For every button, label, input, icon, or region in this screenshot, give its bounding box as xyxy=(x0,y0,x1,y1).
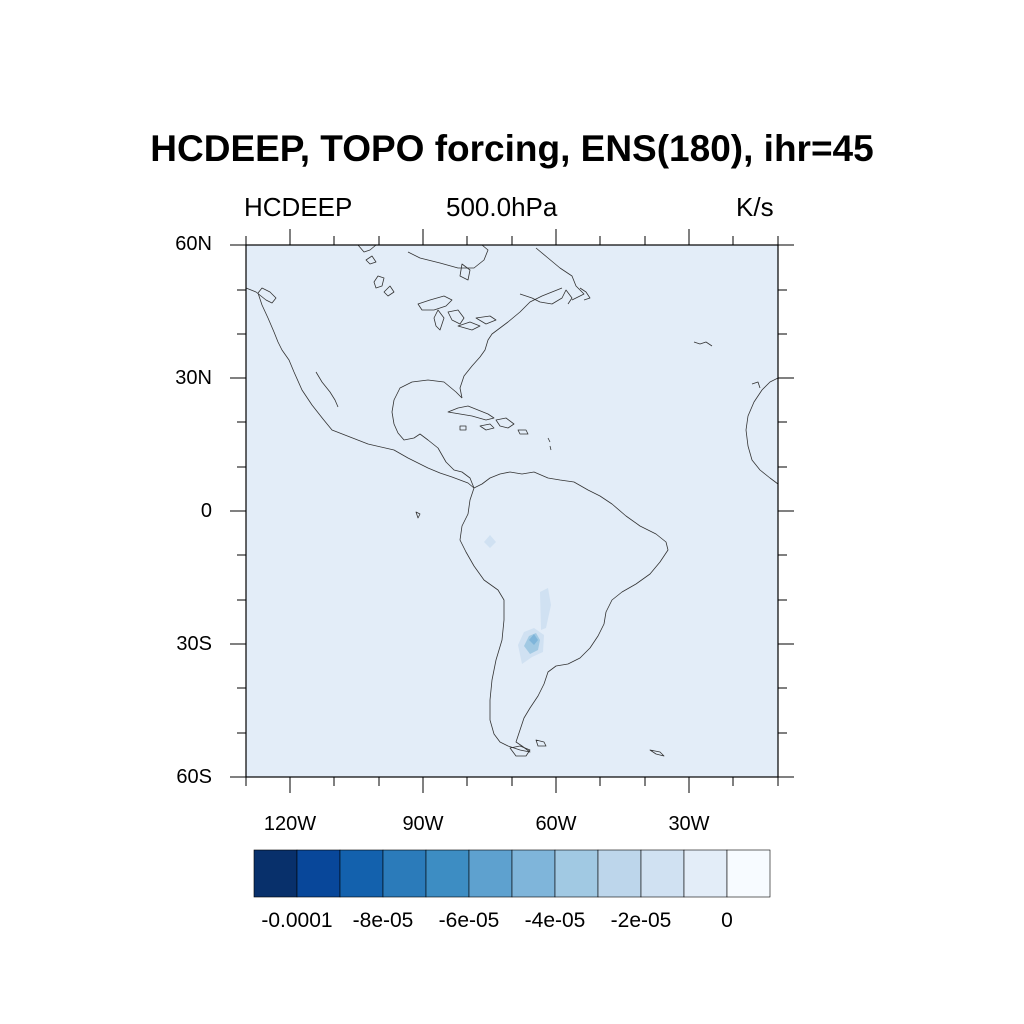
lon-label-90w: 90W xyxy=(402,813,444,835)
colorbar-box xyxy=(554,849,599,898)
contour-shading xyxy=(484,535,551,664)
colorbar-label: -6e-05 xyxy=(438,909,500,932)
colorbar-label: -4e-05 xyxy=(524,909,586,932)
plot-title: HCDEEP, TOPO forcing, ENS(180), ihr=45 xyxy=(150,128,874,169)
units-subtitle: K/s xyxy=(736,192,774,222)
lon-label-30w: 30W xyxy=(668,813,710,835)
colorbar-label: 0 xyxy=(721,909,733,932)
colorbar-box xyxy=(511,849,556,898)
center-subtitle: 500.0hPa xyxy=(446,192,558,222)
lat-label-30n: 30N xyxy=(175,367,212,389)
colorbar-box xyxy=(253,849,298,898)
coastlines xyxy=(245,244,779,757)
colorbar-box xyxy=(425,849,470,898)
map-fill xyxy=(246,245,778,777)
colorbar-box xyxy=(597,849,642,898)
colorbar-box xyxy=(296,849,341,898)
colorbar-box xyxy=(640,849,685,898)
colorbar-label: -2e-05 xyxy=(610,909,672,932)
colorbar-label: -8e-05 xyxy=(352,909,414,932)
colorbar-label: -0.0001 xyxy=(261,909,333,932)
lat-label-30s: 30S xyxy=(176,633,212,655)
tick-marks xyxy=(230,229,794,793)
colorbar-box xyxy=(339,849,384,898)
lon-label-120w: 120W xyxy=(263,813,317,835)
lon-label-60w: 60W xyxy=(535,813,577,835)
colorbar xyxy=(253,849,771,898)
colorbar-box xyxy=(726,849,771,898)
colorbar-box xyxy=(382,849,427,898)
lat-label-60s: 60S xyxy=(176,766,212,788)
lat-label-60n: 60N xyxy=(175,233,212,255)
lat-label-0: 0 xyxy=(200,500,212,522)
colorbar-box xyxy=(683,849,728,898)
left-subtitle: HCDEEP xyxy=(244,192,353,222)
colorbar-box xyxy=(468,849,513,898)
